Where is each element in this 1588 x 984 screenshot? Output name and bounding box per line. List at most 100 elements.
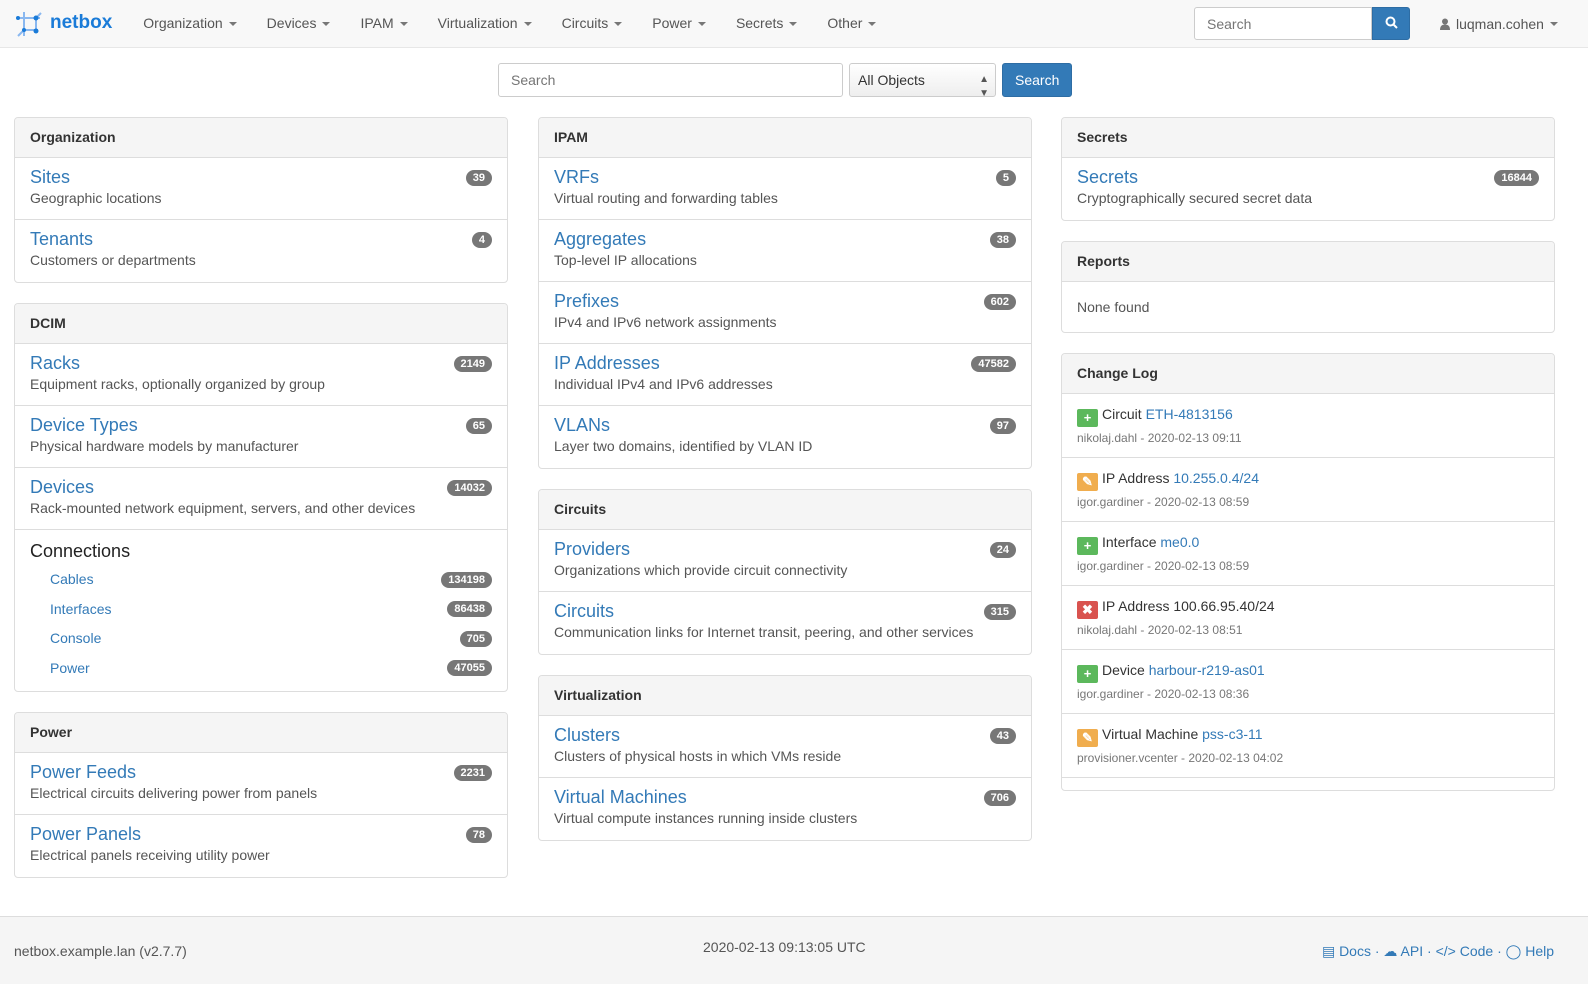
item-title-line: Prefixes 602: [554, 290, 1016, 313]
item-link[interactable]: VRFs: [554, 167, 599, 187]
object-name[interactable]: me0.0: [1160, 534, 1200, 550]
caret-down-icon: [614, 21, 623, 26]
item-description: Physical hardware models by manufacturer: [30, 438, 299, 454]
item-link[interactable]: VLANs: [554, 415, 611, 435]
panel-circuits: Circuits Providers 24 Organizations which p…: [538, 489, 1032, 655]
count-badge: 706: [983, 789, 1016, 806]
item-title-line: Circuits 315: [554, 600, 1016, 623]
nav-menu-circuits[interactable]: Circuits: [547, 14, 638, 32]
panel-heading: Organization: [15, 118, 507, 158]
lifebuoy-icon: ◯: [1505, 942, 1522, 959]
brand-logo[interactable]: netbox: [14, 9, 112, 39]
caret-down-icon: [322, 21, 331, 26]
item-link[interactable]: Power Feeds: [30, 762, 137, 782]
navbar: netbox Organization Devices IPAM Virtualiza…: [0, 0, 1588, 48]
item-link[interactable]: IP Addresses: [554, 353, 660, 373]
item-link[interactable]: Console: [50, 630, 102, 647]
item-description: Organizations which provide circuit conn…: [554, 562, 848, 578]
item-link[interactable]: Devices: [30, 477, 95, 497]
change-log-list[interactable]: + Circuit ETH-4813156 nikolaj.dahl - 2020-…: [1062, 394, 1554, 790]
change-title: ✎ Virtual Machine pss-c3-11: [1077, 725, 1539, 747]
code-link[interactable]: </> Code: [1436, 943, 1494, 959]
list-item-aggregates: Aggregates 38 Top-level IP allocations: [539, 220, 1031, 282]
change-log-entry: ✎Device harbour-cs-03: [1062, 778, 1554, 790]
nav-menu-power[interactable]: Power: [637, 14, 721, 32]
book-icon: ▤: [1321, 942, 1336, 959]
connections-section: Connections Cables 134198 Interfaces 86438 Co…: [15, 530, 507, 691]
count-badge: 134198: [441, 571, 492, 588]
item-link[interactable]: Tenants: [30, 229, 94, 249]
navbar-search: [1194, 7, 1410, 40]
global-search-form: All Objects ▲▼ Search: [498, 63, 1073, 99]
list-item-racks: Racks 2149 Equipment racks, optionally org…: [15, 344, 507, 406]
caret-down-icon: [697, 21, 706, 26]
panel-ipam: IPAM VRFs 5 Virtual routing and forwarding …: [538, 117, 1032, 469]
item-description: Electrical panels receiving utility powe…: [30, 847, 270, 863]
object-type: Device: [1102, 662, 1145, 678]
list-item-providers: Providers 24 Organizations which provide c…: [539, 530, 1031, 592]
item-link[interactable]: Racks: [30, 353, 81, 373]
panel-change-log: Change Log + Circuit ETH-4813156 nikolaj.d…: [1061, 353, 1555, 791]
item-link[interactable]: Cables: [50, 571, 94, 588]
object-type: Circuit: [1102, 406, 1142, 422]
footer-links: ▤ Docs · ☁ API · </> Code · ◯ Help: [1321, 942, 1554, 959]
nav-menu-devices[interactable]: Devices: [252, 14, 346, 32]
global-search-input[interactable]: [498, 63, 843, 97]
global-search-button[interactable]: Search: [1002, 63, 1073, 97]
item-link[interactable]: Power Panels: [30, 824, 142, 844]
panel-organization: Organization Sites 39 Geographic locations T…: [14, 117, 508, 283]
nav-menu-label: Organization: [143, 15, 223, 32]
panel-heading: Power: [15, 713, 507, 753]
count-badge: 5: [995, 169, 1016, 186]
nav-menu-ipam[interactable]: IPAM: [345, 14, 422, 32]
change-meta: igor.gardiner - 2020-02-13 08:59: [1077, 495, 1250, 509]
search-icon: [1385, 16, 1398, 29]
item-link[interactable]: Interfaces: [50, 600, 112, 617]
item-title-line: Power Panels 78: [30, 823, 492, 846]
code-label: Code: [1459, 942, 1494, 959]
panel-power: Power Power Feeds 2231 Electrical circuits …: [14, 712, 508, 878]
nav-menu-virtualization[interactable]: Virtualization: [423, 14, 547, 32]
item-link[interactable]: Aggregates: [554, 229, 647, 249]
navbar-search-input[interactable]: [1194, 7, 1372, 40]
nav-menu-secrets[interactable]: Secrets: [721, 14, 812, 32]
count-badge: 315: [983, 603, 1016, 620]
item-link[interactable]: Prefixes: [554, 291, 620, 311]
help-link[interactable]: ◯ Help: [1506, 943, 1554, 959]
panel-heading: Virtualization: [539, 676, 1031, 716]
object-name[interactable]: pss-c3-11: [1202, 726, 1263, 742]
list-item-prefixes: Prefixes 602 IPv4 and IPv6 network assignm…: [539, 282, 1031, 344]
count-badge: 602: [983, 293, 1016, 310]
count-badge: 705: [459, 630, 492, 647]
item-title-line: Virtual Machines 706: [554, 786, 1016, 809]
object-name[interactable]: harbour-r219-as01: [1148, 662, 1265, 678]
change-title: ✎ IP Address 10.255.0.4/24: [1077, 469, 1539, 491]
change-title: ✎Device harbour-cs-03: [1077, 789, 1539, 790]
docs-link[interactable]: ▤ Docs: [1322, 943, 1371, 959]
change-log-entry: ✎ IP Address 10.255.0.4/24 igor.gardiner -…: [1062, 458, 1554, 522]
object-name: 100.66.95.40/24: [1173, 598, 1275, 614]
item-title-line: Clusters 43: [554, 724, 1016, 747]
object-name[interactable]: ETH-4813156: [1145, 406, 1233, 422]
plus-icon: +: [1077, 409, 1098, 427]
item-link[interactable]: Circuits: [554, 601, 615, 621]
item-link[interactable]: Sites: [30, 167, 71, 187]
nav-menu-other[interactable]: Other: [812, 14, 891, 32]
navbar-search-button[interactable]: [1372, 7, 1410, 40]
list-item-vrfs: VRFs 5 Virtual routing and forwarding tabl…: [539, 158, 1031, 220]
user-menu[interactable]: luqman.cohen: [1440, 15, 1558, 33]
object-name[interactable]: 10.255.0.4/24: [1173, 470, 1259, 486]
search-scope-value: All Objects: [858, 72, 925, 88]
item-link[interactable]: Virtual Machines: [554, 787, 687, 807]
item-link[interactable]: Power: [50, 659, 90, 676]
item-link[interactable]: Device Types: [30, 415, 138, 435]
item-link[interactable]: Secrets: [1077, 167, 1139, 187]
list-item-power-panels: Power Panels 78 Electrical panels receivin…: [15, 815, 507, 877]
item-link[interactable]: Clusters: [554, 725, 621, 745]
nav-menu-organization[interactable]: Organization: [128, 14, 251, 32]
item-title-line: VRFs 5: [554, 166, 1016, 189]
api-link[interactable]: ☁ API: [1383, 943, 1423, 959]
caret-down-icon: [1549, 22, 1558, 27]
item-link[interactable]: Providers: [554, 539, 631, 559]
search-scope-select[interactable]: All Objects ▲ ▼: [849, 63, 996, 99]
